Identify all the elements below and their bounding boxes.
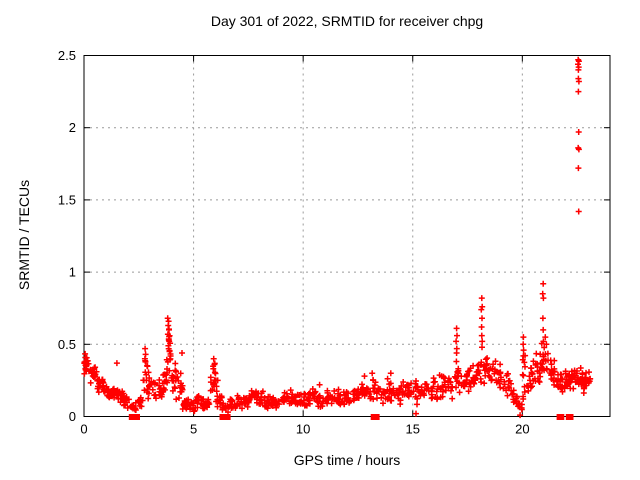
- x-tick-label: 10: [296, 422, 310, 437]
- axis-ticks: [83, 55, 610, 417]
- scatter-points: [81, 56, 594, 419]
- y-tick-label: 1.5: [58, 192, 76, 207]
- grid-lines: [84, 55, 610, 417]
- x-tick-label: 0: [80, 422, 87, 437]
- plot-frame: [83, 55, 611, 417]
- chart-title: Day 301 of 2022, SRMTID for receiver chp…: [210, 13, 484, 29]
- zero-value-squares: [128, 414, 574, 420]
- y-tick-label: 0: [69, 409, 76, 424]
- x-tick-label: 5: [190, 422, 197, 437]
- x-axis-label: GPS time / hours: [293, 452, 401, 468]
- y-tick-label: 2.5: [58, 48, 76, 63]
- y-tick-label: 1: [69, 265, 76, 280]
- y-tick-label: 2: [69, 120, 76, 135]
- x-tick-label: 20: [515, 422, 529, 437]
- y-tick-label: 0.5: [58, 337, 76, 352]
- x-tick-label: 15: [406, 422, 420, 437]
- tick-labels: 0 5 10 15 20 0 0.5 1 1.5 2 2.5: [58, 48, 530, 437]
